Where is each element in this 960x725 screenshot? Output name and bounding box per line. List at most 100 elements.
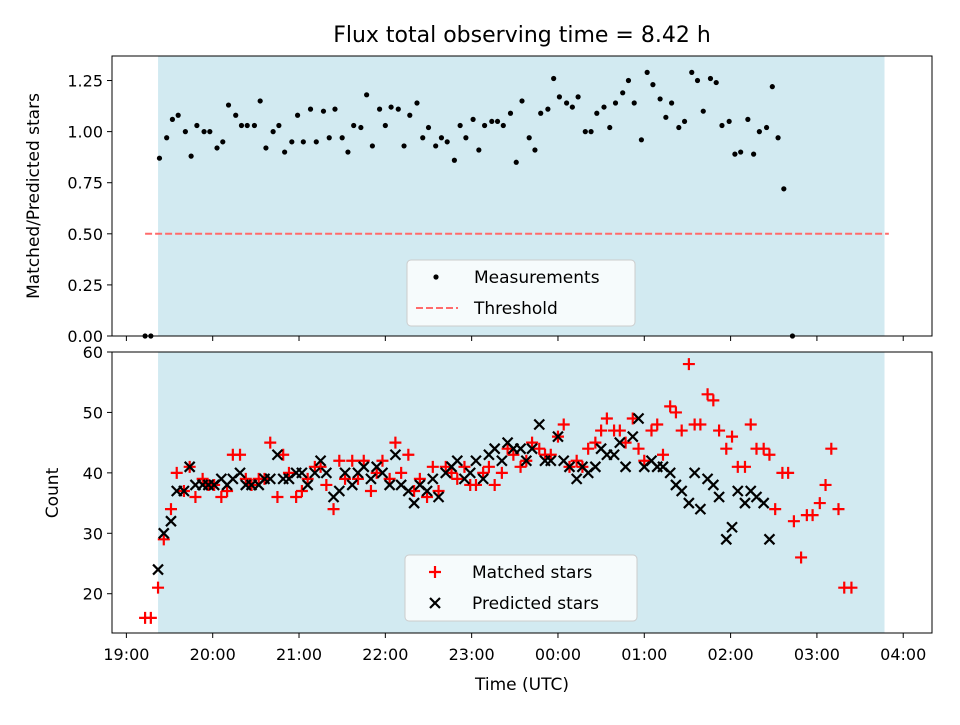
predicted-point bbox=[533, 418, 546, 431]
matched-point bbox=[170, 466, 183, 479]
predicted-point bbox=[720, 533, 733, 546]
matched-point bbox=[533, 442, 546, 455]
measurement-point bbox=[164, 135, 170, 141]
matched-point bbox=[595, 424, 608, 437]
measurement-point bbox=[713, 79, 719, 86]
matched-point bbox=[264, 436, 277, 449]
predicted-point bbox=[544, 454, 557, 467]
matched-point bbox=[782, 466, 795, 479]
measurement-point bbox=[451, 157, 457, 163]
matched-point bbox=[682, 358, 695, 371]
measurement-point bbox=[494, 118, 501, 125]
measurement-point bbox=[745, 116, 751, 122]
predicted-point bbox=[563, 461, 576, 473]
legend-matched-label: Matched stars bbox=[472, 563, 592, 583]
top-axes-layer: 0.00 0.25 0.50 0.75 1.00 1.25 bbox=[67, 55, 933, 346]
matched-point bbox=[426, 460, 439, 473]
measurement-point bbox=[358, 124, 364, 131]
matched-point bbox=[845, 581, 858, 594]
measurement-point bbox=[425, 124, 432, 131]
measurement-point bbox=[364, 92, 370, 98]
matched-point bbox=[482, 460, 495, 473]
matched-point bbox=[757, 442, 770, 455]
measurement-point bbox=[188, 153, 194, 159]
predicted-point bbox=[402, 485, 415, 497]
legend-threshold-label: Threshold bbox=[473, 299, 558, 319]
matched-point bbox=[664, 400, 677, 413]
bottom-x-tick-label: 03:00 bbox=[794, 645, 840, 664]
predicted-point bbox=[183, 461, 196, 473]
measurement-point bbox=[763, 124, 770, 131]
matched-point bbox=[813, 497, 826, 510]
predicted-point bbox=[694, 503, 707, 515]
predicted-point bbox=[421, 485, 433, 497]
matched-point bbox=[157, 533, 170, 546]
predicted-point bbox=[427, 473, 439, 485]
measurement-point bbox=[420, 135, 426, 141]
predicted-point bbox=[726, 521, 738, 534]
bottom-predicted-layer bbox=[152, 412, 776, 576]
bottom-y-tick-label: 50 bbox=[83, 403, 103, 422]
measurement-point bbox=[775, 135, 781, 141]
predicted-point bbox=[339, 467, 351, 479]
matched-point bbox=[402, 448, 415, 461]
matched-point bbox=[282, 466, 295, 479]
top-axes-frame bbox=[111, 55, 933, 337]
measurement-point bbox=[588, 129, 594, 135]
bottom-y-tick-label: 40 bbox=[83, 464, 103, 483]
bottom-x-tick-label: 00:00 bbox=[535, 645, 581, 664]
predicted-point bbox=[632, 412, 645, 425]
matched-point bbox=[301, 472, 314, 485]
measurement-point bbox=[700, 108, 706, 114]
measurement-point bbox=[257, 98, 263, 104]
matched-point bbox=[383, 472, 396, 485]
measurement-point bbox=[470, 116, 476, 122]
matched-point bbox=[638, 454, 651, 467]
measurement-point bbox=[738, 149, 744, 155]
measurement-point bbox=[620, 90, 626, 96]
predicted-point bbox=[333, 485, 346, 497]
measurement-point bbox=[332, 106, 338, 112]
bottom-y-tick-label: 30 bbox=[83, 524, 103, 543]
matched-point bbox=[701, 388, 714, 401]
matched-point bbox=[720, 442, 733, 455]
measurement-point bbox=[694, 77, 701, 84]
measurement-point bbox=[751, 151, 757, 157]
measurement-point bbox=[207, 129, 213, 135]
measurement-point bbox=[156, 155, 163, 161]
measurement-point bbox=[612, 100, 619, 106]
top-y-tick-label: 0.25 bbox=[67, 276, 103, 295]
measurement-point bbox=[707, 75, 714, 82]
predicted-point bbox=[477, 473, 489, 485]
matched-point bbox=[234, 448, 247, 461]
top-y-tick-label: 0.75 bbox=[67, 174, 103, 193]
matched-point bbox=[196, 472, 209, 485]
measurement-point bbox=[401, 143, 407, 149]
legend-measurement-marker bbox=[433, 274, 439, 280]
matched-point bbox=[327, 503, 340, 516]
predicted-point bbox=[314, 454, 327, 467]
measurement-point bbox=[769, 84, 775, 90]
matched-point bbox=[408, 484, 421, 497]
predicted-point bbox=[309, 467, 321, 479]
measurement-point bbox=[382, 122, 388, 129]
top-legend: Measurements Threshold bbox=[406, 259, 636, 327]
measurement-point bbox=[601, 104, 607, 110]
matched-point bbox=[795, 551, 808, 564]
measurement-point bbox=[625, 77, 632, 84]
predicted-point bbox=[234, 467, 246, 479]
measurement-point bbox=[270, 129, 276, 135]
top-y-tick-label: 1.00 bbox=[67, 123, 103, 142]
measurement-point bbox=[326, 135, 332, 141]
matched-point bbox=[477, 466, 490, 479]
matched-point bbox=[589, 436, 602, 449]
top-y-tick-label: 1.25 bbox=[67, 72, 103, 91]
matched-point bbox=[507, 448, 520, 461]
measurement-point bbox=[438, 135, 445, 141]
matched-point bbox=[488, 478, 501, 491]
predicted-point bbox=[626, 430, 639, 443]
predicted-point bbox=[488, 442, 501, 455]
matched-point bbox=[469, 478, 482, 491]
matched-point bbox=[544, 448, 557, 461]
measurement-point bbox=[307, 106, 314, 112]
